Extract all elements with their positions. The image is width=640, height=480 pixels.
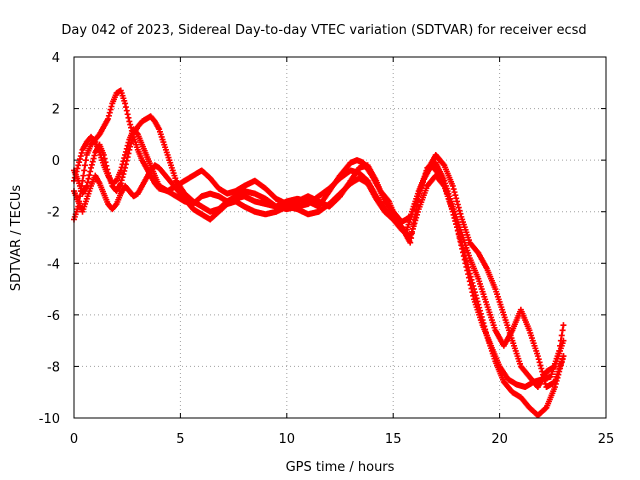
x-tick-label: 5 [176, 432, 184, 447]
y-tick-label: -10 [39, 412, 60, 427]
x-tick-label: 15 [385, 432, 402, 447]
data-series [71, 87, 567, 419]
axis-ticks [73, 56, 607, 419]
y-tick-label: -8 [47, 360, 60, 375]
x-tick-label: 20 [491, 432, 508, 447]
x-axis-label: GPS time / hours [286, 460, 395, 475]
y-tick-label: -4 [47, 257, 60, 272]
y-tick-label: -2 [47, 206, 60, 221]
y-tick-label: 2 [52, 103, 60, 118]
x-tick-labels: 0 5 10 15 20 25 [70, 432, 614, 447]
x-tick-label: 0 [70, 432, 78, 447]
y-axis-label: SDTVAR / TECUs [9, 185, 24, 292]
y-tick-label: -6 [47, 309, 60, 324]
y-tick-label: 4 [52, 51, 60, 66]
x-tick-label: 25 [598, 432, 615, 447]
series-track-a [71, 87, 567, 391]
grid [74, 57, 606, 418]
y-tick-label: 0 [52, 154, 60, 169]
chart-title: Day 042 of 2023, Sidereal Day-to-day VTE… [61, 23, 586, 38]
series-markers [71, 87, 567, 391]
y-tick-labels: -10 -8 -6 -4 -2 0 2 4 [39, 51, 60, 427]
series-track-d [71, 126, 567, 391]
x-tick-label: 10 [279, 432, 296, 447]
plot-frame [73, 56, 607, 419]
